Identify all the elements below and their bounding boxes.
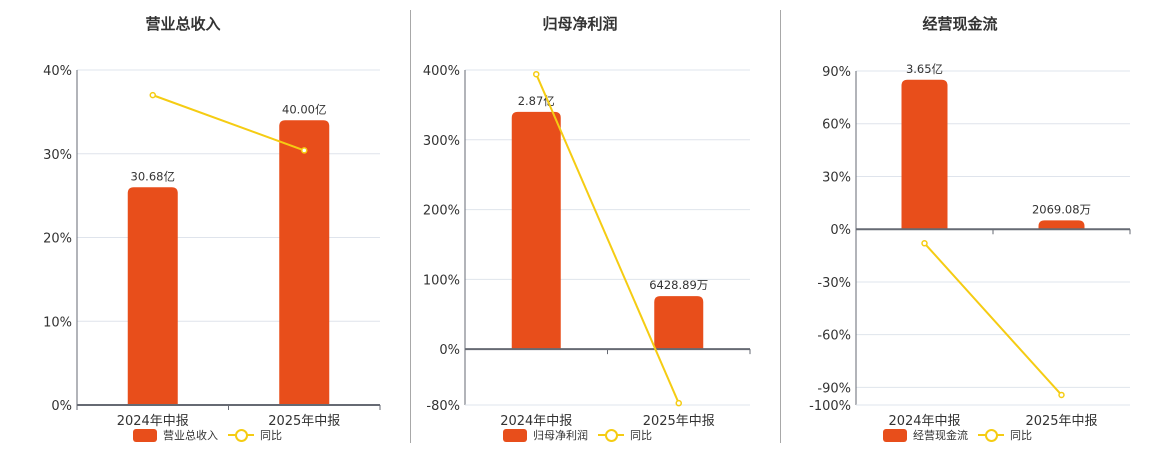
y-tick-label: 30% [43,148,72,163]
y-tick-label: 300% [423,134,460,149]
chart-title: 归母净利润 [542,15,618,33]
bar-value-label: 30.68亿 [131,169,175,183]
bar [127,187,178,405]
yoy-point-marker-icon [1058,391,1065,399]
y-tick-label: 100% [423,273,460,288]
chart-title: 经营现金流 [922,15,998,33]
bar-value-label: 40.00亿 [282,102,326,116]
bar [654,296,704,350]
panel-divider [780,10,781,443]
bar [1038,220,1085,230]
chart-title: 营业总收入 [145,15,221,33]
yoy-point-marker-icon [675,399,682,407]
legend-line-marker-icon[interactable] [228,428,254,442]
x-category-label: 2025年中报 [1025,414,1097,429]
legend-bar-swatch-icon[interactable] [503,428,527,442]
legend-line-label[interactable]: 同比 [1010,429,1032,442]
bar [279,120,330,405]
yoy-point-marker-icon [301,147,308,154]
y-tick-label: 30% [822,170,851,185]
yoy-line [923,242,1063,396]
chart-legend: 营业总收入 同比 [133,427,282,443]
y-tick-label: -60% [817,329,851,344]
legend-bar-label[interactable]: 营业总收入 [163,429,218,442]
y-tick-label: -90% [817,381,851,396]
x-category-label: 2024年中报 [500,414,572,429]
legend-bar-swatch-icon[interactable] [883,428,907,442]
bar-value-label: 2069.08万 [1032,202,1091,216]
x-category-label: 2024年中报 [117,414,189,429]
yoy-line [535,73,680,404]
bar [901,79,948,230]
legend-bar-label[interactable]: 归母净利润 [533,429,588,442]
legend-line-marker-icon[interactable] [598,428,624,442]
yoy-point-marker-icon [149,91,156,99]
y-tick-label: 200% [423,204,460,219]
y-tick-label: -80% [426,399,460,414]
y-tick-label: 90% [822,65,851,80]
chart-legend: 经营现金流 同比 [883,427,1032,443]
legend-line-marker-icon[interactable] [978,428,1004,442]
yoy-point-marker-icon [921,240,928,247]
chart-legend: 归母净利润 同比 [503,427,652,443]
chart-panel-net-profit: 归母净利润 -80% 0% 100% 200% 300% 400% 2.87亿 2024年中报… [423,15,751,443]
bar [511,111,561,350]
y-tick-label: 0% [439,343,460,358]
legend-line-label[interactable]: 同比 [260,429,282,442]
yoy-point-marker-icon [533,70,540,78]
panel-divider [410,10,411,443]
y-tick-label: -30% [817,276,851,291]
x-category-label: 2024年中报 [888,414,960,429]
y-tick-label: 40% [43,64,72,79]
legend-line-label[interactable]: 同比 [630,429,652,442]
bar-value-label: 3.65亿 [906,62,943,76]
y-tick-label: 0% [830,223,851,238]
x-category-label: 2025年中报 [268,414,340,429]
legend-bar-label[interactable]: 经营现金流 [913,429,968,442]
y-tick-label: -100% [809,399,851,414]
y-tick-label: 0% [51,399,72,414]
y-tick-label: 400% [423,64,460,79]
legend-bar-swatch-icon[interactable] [133,428,157,442]
chart-plot-area: -80%0%100%200%300%400%2.87亿2024年中报6428.8… [423,64,751,429]
y-tick-label: 60% [822,118,851,133]
chart-plot-area: 0% 10% 20% 30% 40% 30.68亿 2024年中报 40.00亿 2025年中报 [43,64,381,429]
y-tick-label: 20% [43,232,72,247]
bar-value-label: 6428.89万 [649,278,708,292]
x-category-label: 2025年中报 [643,414,715,429]
yoy-line [152,94,305,152]
chart-panel-revenue: 营业总收入 0% 10% 20% 30% 40% 30.68亿 2024年中报 40.00亿 2… [0,0,400,450]
y-tick-label: 10% [43,315,72,330]
